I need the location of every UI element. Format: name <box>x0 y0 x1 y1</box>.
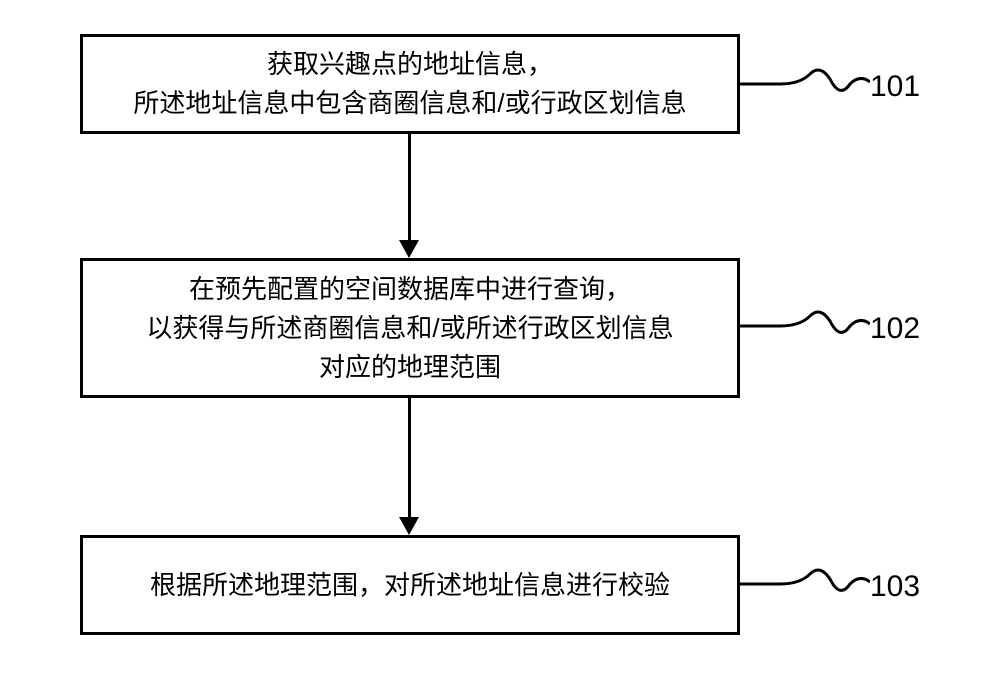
squiggle-connector-2 <box>740 306 870 356</box>
flow-step-2: 在预先配置的空间数据库中进行查询， 以获得与所述商圈信息和/或所述行政区划信息 … <box>80 258 740 398</box>
arrow-1-line <box>408 134 411 240</box>
squiggle-connector-3 <box>740 564 870 614</box>
squiggle-connector-1 <box>740 64 870 114</box>
flow-step-1-line-1: 获取兴趣点的地址信息， <box>267 45 553 84</box>
flow-step-1: 获取兴趣点的地址信息， 所述地址信息中包含商圈信息和/或行政区划信息 <box>80 34 740 134</box>
flow-step-2-line-2: 以获得与所述商圈信息和/或所述行政区划信息 <box>146 309 673 348</box>
flow-step-3-line-1: 根据所述地理范围，对所述地址信息进行校验 <box>150 566 670 605</box>
arrow-2-head <box>399 517 419 535</box>
arrow-1-head <box>399 240 419 258</box>
arrow-2-line <box>408 398 411 517</box>
flow-step-2-line-1: 在预先配置的空间数据库中进行查询， <box>189 270 631 309</box>
flow-step-2-line-3: 对应的地理范围 <box>319 348 501 387</box>
step-label-2: 102 <box>870 312 920 346</box>
step-label-1: 101 <box>870 70 920 104</box>
flow-step-3: 根据所述地理范围，对所述地址信息进行校验 <box>80 535 740 635</box>
flow-step-1-line-2: 所述地址信息中包含商圈信息和/或行政区划信息 <box>133 84 686 123</box>
step-label-3: 103 <box>870 570 920 604</box>
